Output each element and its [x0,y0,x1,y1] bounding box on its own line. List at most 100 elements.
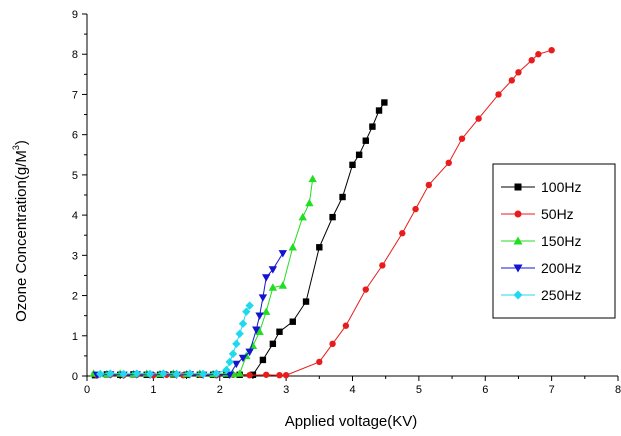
data-point [445,159,452,167]
data-point [342,322,350,329]
x-tick-label: 6 [482,384,488,396]
data-point [339,193,346,201]
data-point [255,327,264,335]
data-point [258,294,268,302]
y-tick-label: 9 [72,9,78,21]
data-point [262,307,271,315]
x-tick-label: 2 [217,384,223,396]
legend-item: 150Hz [501,233,581,249]
x-tick-label: 8 [615,384,621,396]
y-axis-title-superscript: 3 [11,145,21,150]
y-axis-title-text: Ozone Concentration(g/M [13,150,30,322]
data-point [252,326,261,334]
series-line [96,253,284,376]
y-axis-title-close: ) [13,140,30,145]
data-point [289,318,296,325]
data-point [238,319,248,328]
x-tick-label: 4 [349,384,355,396]
data-point [349,161,356,169]
data-point [381,99,388,106]
data-point [268,266,278,274]
y-tick-label: 4 [72,210,78,222]
data-point [288,243,297,251]
x-tick-label: 1 [150,384,156,396]
data-point [268,283,278,291]
data-point [159,369,168,378]
series-line [100,305,251,375]
data-point [513,264,523,273]
data-point [198,369,208,379]
data-point [276,371,283,379]
data-point [96,369,105,379]
data-point [269,340,277,348]
data-point [235,369,244,377]
y-tick-label: 3 [72,250,78,262]
data-point [248,341,258,350]
legend-label: 50Hz [541,206,574,222]
legend-item: 50Hz [501,206,574,222]
series-line [96,49,552,376]
data-point [513,290,523,300]
data-point [228,349,238,359]
data-point [278,281,288,289]
y-tick-label: 8 [72,49,78,61]
legend-item: 250Hz [501,287,581,303]
data-point [172,369,181,379]
series-line [93,178,314,375]
data-point [508,77,515,84]
series-150Hz [89,174,317,378]
data-point [278,250,288,258]
data-point [305,198,314,207]
data-point [399,230,406,237]
y-tick-label: 5 [72,170,78,182]
data-point [375,107,383,114]
data-point [119,369,128,379]
data-point [514,210,522,218]
legend-label: 100Hz [541,179,581,195]
data-point [145,369,155,379]
data-point [132,369,141,378]
data-point [276,328,283,335]
data-point [242,307,251,316]
x-tick-label: 3 [283,384,289,396]
y-tick-label: 2 [72,291,78,303]
data-point [246,371,253,379]
legend-label: 250Hz [541,287,581,303]
series-250Hz [96,301,254,379]
y-tick-label: 1 [72,331,78,343]
y-axis-title: Ozone Concentration(g/M3) [11,140,30,322]
data-point [238,354,248,363]
data-point [222,365,231,375]
data-point [106,369,115,378]
data-point [362,137,369,144]
data-point [362,286,369,293]
y-tick-label: 0 [72,371,78,383]
data-point [263,371,270,378]
data-point [232,339,241,349]
series-200Hz [92,250,288,379]
legend-label: 150Hz [541,233,581,249]
data-point [185,369,195,378]
data-point [412,205,419,213]
data-point [316,358,323,366]
legend-item: 200Hz [501,260,581,276]
data-point [379,262,386,269]
data-point [302,298,310,305]
data-point [425,181,433,189]
data-point [245,348,254,357]
data-point [329,340,336,348]
data-point [513,236,523,245]
data-point [355,151,363,158]
series-50Hz [93,47,555,379]
chart-legend: 100Hz 50Hz 150Hz 200Hz 250Hz [492,163,616,319]
x-tick-label: 0 [84,384,90,396]
data-point [495,91,502,98]
x-axis-title: Applied voltage(KV) [285,413,418,430]
data-point [528,57,535,64]
y-tick-label: 6 [72,130,78,142]
data-point [259,356,267,364]
data-point [232,360,241,369]
data-point [535,51,542,58]
y-tick-label: 7 [72,89,78,101]
data-point [329,213,336,221]
